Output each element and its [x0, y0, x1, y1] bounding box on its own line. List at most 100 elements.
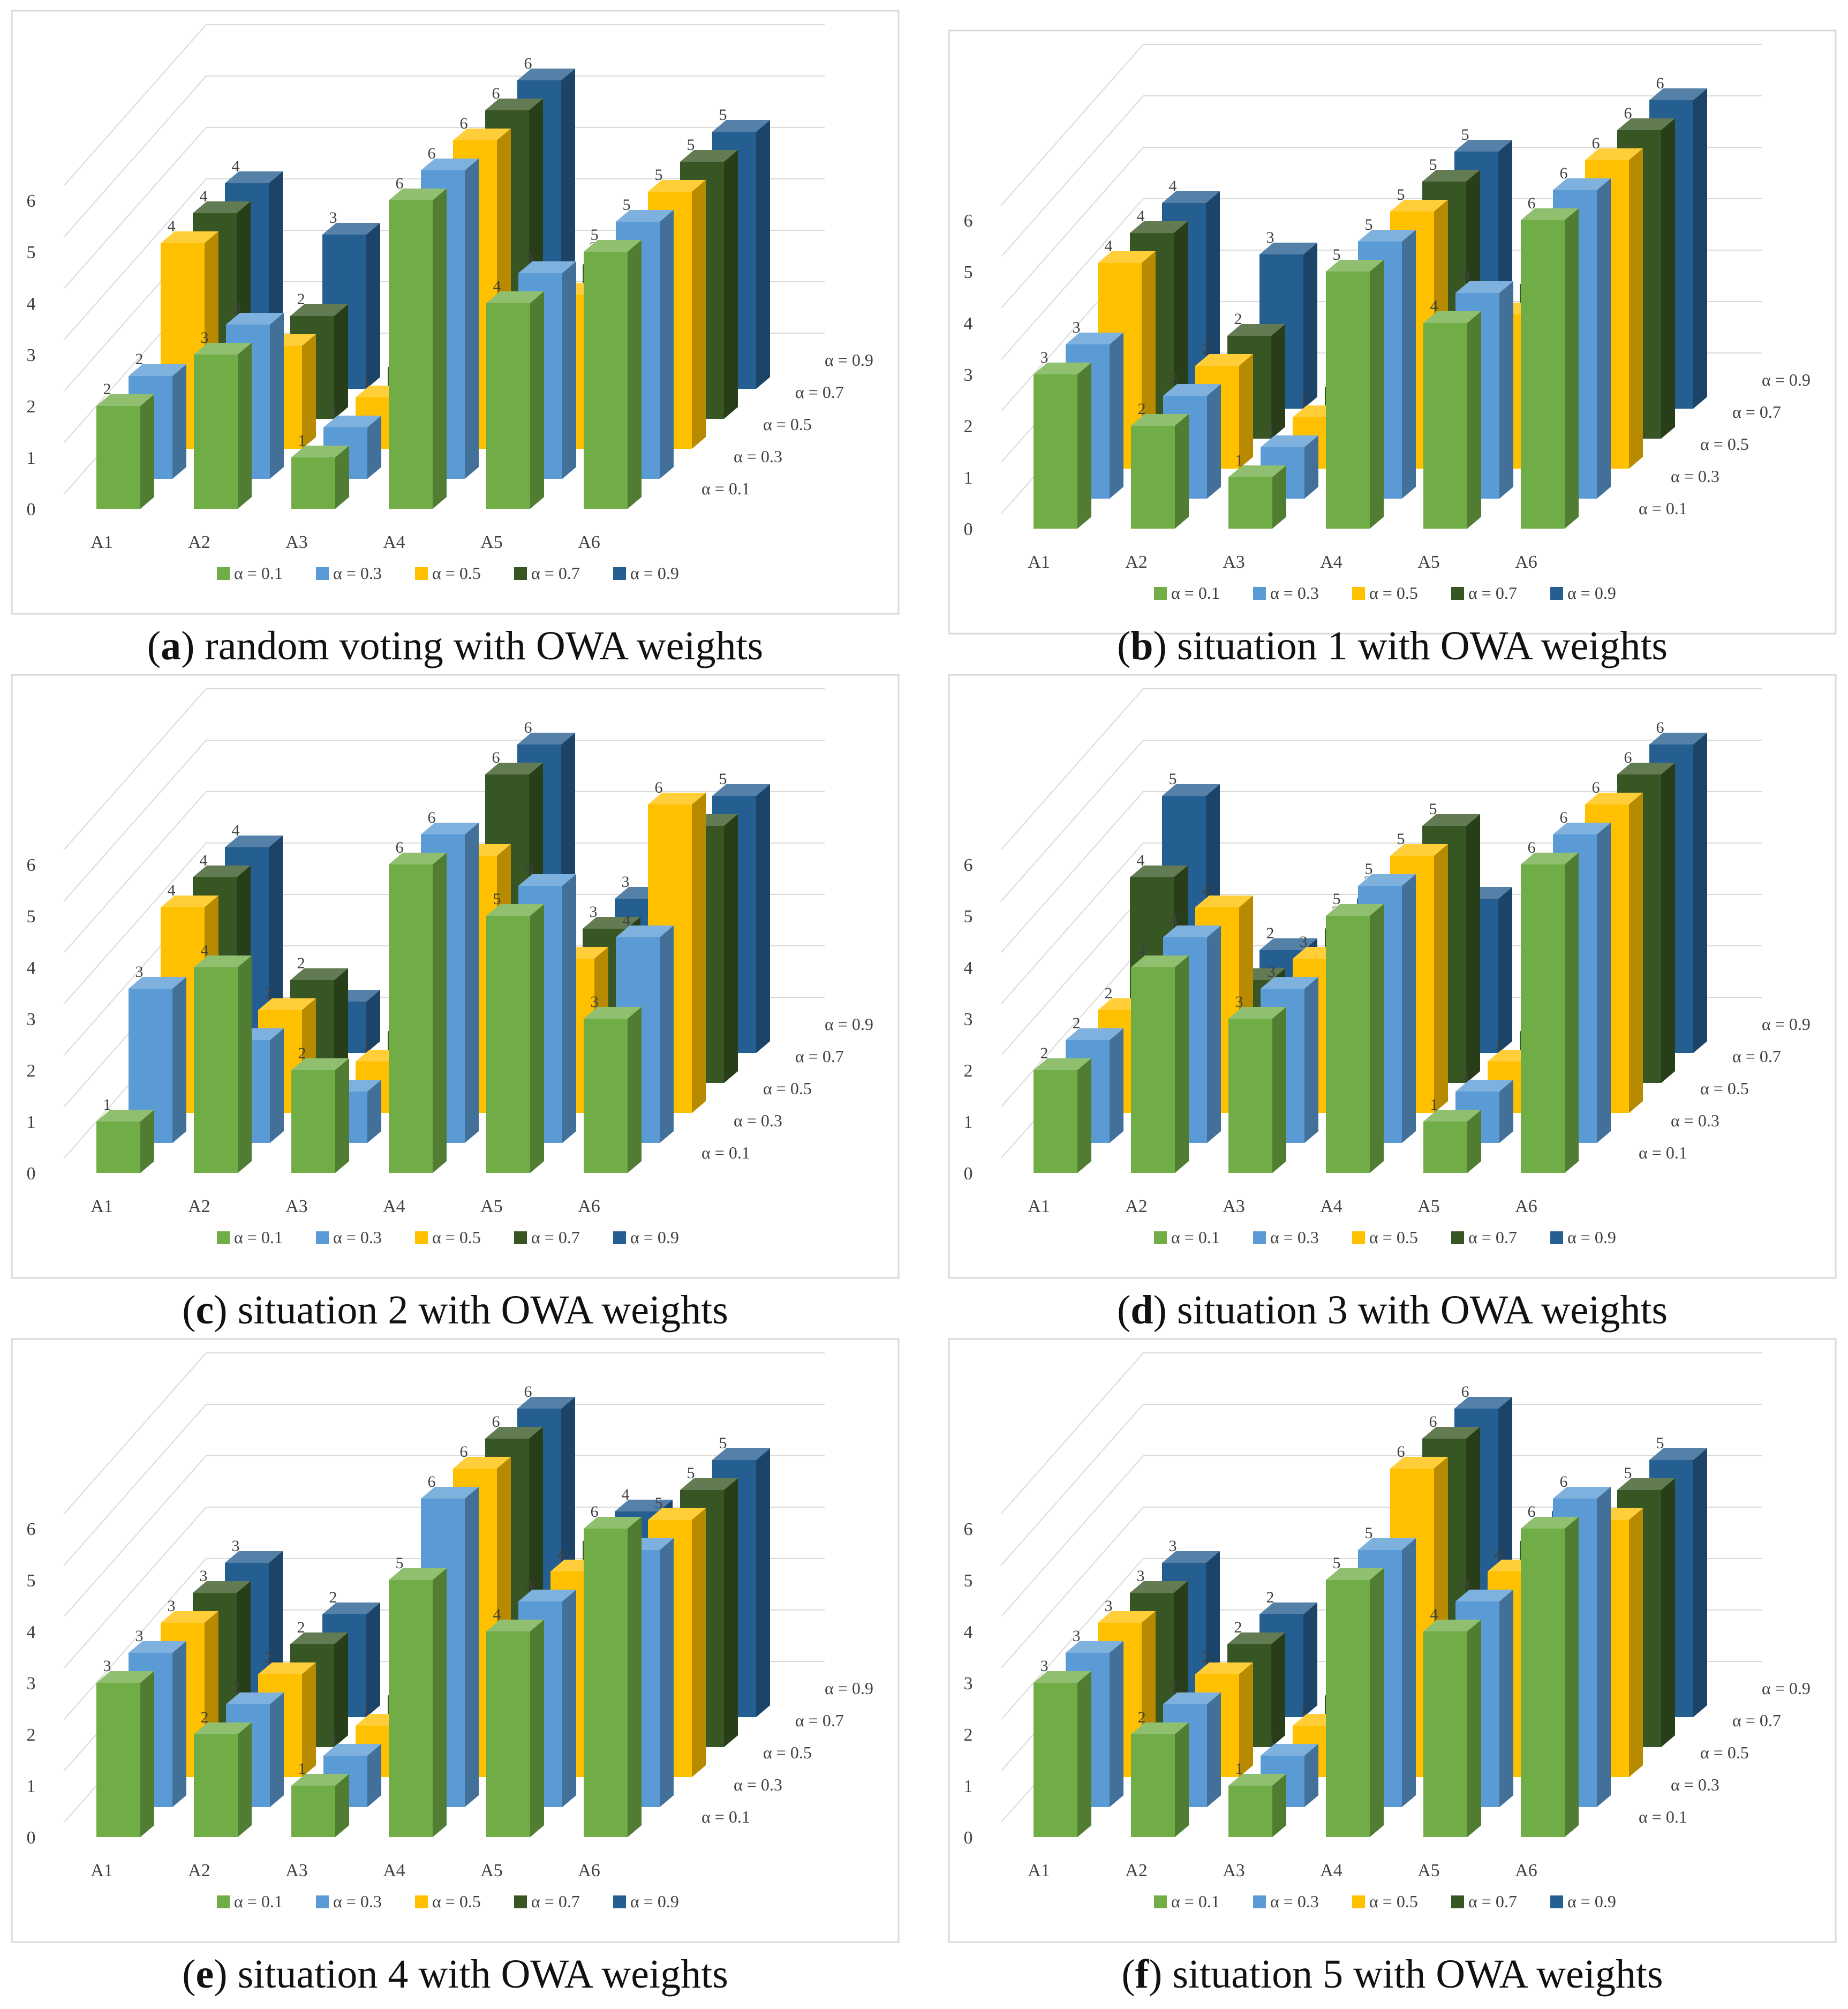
gridline: [1001, 1455, 1762, 1617]
y-tick-label: 6: [964, 211, 973, 231]
gridline: [64, 1352, 825, 1514]
data-label: 2: [297, 290, 305, 308]
bar-front: [1034, 374, 1077, 529]
chart-caption: (e) situation 4 with OWA weights: [182, 1952, 728, 1997]
data-label: 2: [1202, 340, 1210, 358]
bar-front: [486, 916, 530, 1173]
bar-side: [1207, 926, 1221, 1143]
data-label: 4: [622, 1486, 630, 1503]
data-label: 6: [1560, 1473, 1568, 1491]
y-tick-label: 2: [964, 1061, 973, 1081]
bar-top: [421, 1487, 479, 1499]
gridline: [64, 1507, 825, 1668]
y-tick-label: 6: [964, 1519, 973, 1539]
depth-label: α = 0.5: [763, 1743, 812, 1762]
x-tick-label: A5: [480, 1861, 503, 1880]
depth-axis: α = 0.1 α = 0.3 α = 0.5 α = 0.7 α = 0.9: [702, 1679, 873, 1826]
legend-label: α = 0.1: [1171, 583, 1220, 603]
data-label: 5: [493, 890, 501, 908]
gridline: [64, 791, 825, 953]
bar-side: [660, 926, 674, 1143]
gridline: [64, 127, 825, 289]
bar-top: [1617, 763, 1675, 774]
bar-chart-3d: 0123456625134635124635124645123645123A1A…: [948, 29, 1837, 635]
depth-label: α = 0.3: [1671, 1111, 1719, 1130]
data-label: 2: [265, 984, 273, 1002]
y-tick-label: 3: [27, 345, 36, 365]
x-tick-label: A4: [383, 1861, 405, 1880]
data-label: 3: [233, 299, 241, 317]
data-label: 3: [1300, 933, 1308, 951]
bar-side: [1499, 281, 1513, 499]
bar-top: [1454, 1397, 1512, 1409]
bar-top: [1259, 243, 1317, 254]
bar-top: [1390, 844, 1448, 856]
bar-front: [1423, 1631, 1467, 1837]
bar-side: [1370, 1568, 1384, 1837]
bar-top: [680, 150, 738, 162]
bar-top: [712, 1448, 770, 1460]
bar-front: [194, 967, 238, 1173]
bar: 5: [1326, 246, 1384, 529]
bar-top: [1422, 814, 1480, 826]
bar-side: [530, 904, 544, 1173]
legend-swatch: [1154, 587, 1167, 600]
x-tick-label: A4: [1320, 1861, 1342, 1880]
bar-front: [1228, 477, 1272, 529]
x-tick-label: A6: [1515, 552, 1537, 572]
bar-top: [485, 99, 543, 110]
bar-top: [389, 189, 447, 200]
bar-side: [140, 1110, 154, 1173]
bar-front: [1228, 1786, 1272, 1837]
y-tick-label: 1: [27, 448, 36, 468]
bar-side: [1499, 1590, 1513, 1807]
y-tick-label: 3: [964, 1010, 973, 1029]
bar-top: [225, 171, 283, 183]
data-label: 3: [201, 329, 209, 347]
bar-top: [1358, 230, 1416, 242]
bar-top: [1098, 1611, 1156, 1623]
bar-top: [421, 159, 479, 170]
x-tick-label: A2: [188, 1861, 210, 1880]
data-label: 6: [1429, 1413, 1437, 1431]
x-tick-label: A1: [1028, 1861, 1050, 1880]
bar: 3: [96, 1657, 154, 1837]
gridline: [64, 740, 825, 901]
data-label: 1: [103, 1096, 111, 1113]
bar-chart-3d: 0123456613325615324615342615342615342A1A…: [948, 674, 1837, 1279]
bar-side: [1110, 1028, 1123, 1143]
data-label: 3: [103, 1657, 111, 1675]
y-tick-label: 4: [27, 958, 36, 978]
bar-side: [366, 223, 380, 389]
data-label: 6: [1592, 779, 1600, 796]
data-label: 6: [1656, 74, 1664, 92]
bar-side: [1467, 311, 1481, 529]
y-tick-label: 4: [964, 1622, 973, 1642]
legend-label: α = 0.1: [234, 1892, 283, 1911]
bar-top: [712, 120, 770, 132]
bar-top: [389, 1568, 447, 1580]
bar-top: [518, 874, 576, 886]
legend-label: α = 0.5: [1369, 1228, 1418, 1247]
bar-side: [1629, 148, 1643, 469]
bar-top: [225, 1551, 283, 1563]
bar-top: [193, 1581, 251, 1593]
data-label: 3: [1268, 963, 1276, 981]
bars: 546123546123546123645123645123: [1034, 1383, 1707, 1837]
bar-front: [1326, 916, 1370, 1173]
gridline: [64, 1455, 825, 1617]
series-1: 6 4 5 1 2 3: [96, 1503, 642, 1837]
bar-side: [1467, 1110, 1481, 1173]
bar-side: [1304, 1744, 1318, 1807]
data-label: 2: [1105, 984, 1113, 1002]
y-tick-label: 0: [27, 1164, 36, 1184]
y-tick-label: 0: [27, 1828, 36, 1848]
data-label: 3: [168, 1597, 176, 1615]
y-tick-label: 1: [964, 468, 973, 488]
bar-top: [1553, 1487, 1611, 1499]
y-tick-label: 2: [27, 1061, 36, 1081]
bar-top: [323, 1744, 381, 1756]
y-axis: 0 1 2 3 4 5 6: [964, 211, 973, 539]
bar-top: [486, 904, 544, 916]
y-tick-label: 4: [27, 294, 36, 314]
